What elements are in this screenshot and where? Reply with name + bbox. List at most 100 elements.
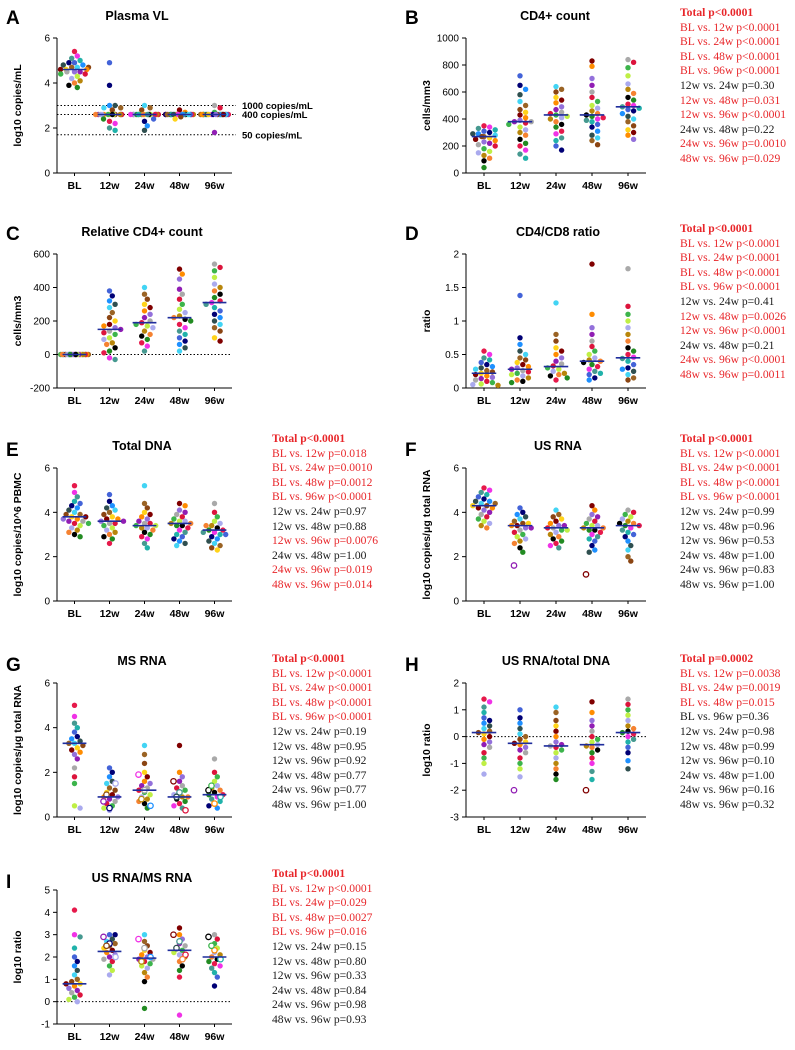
data-point xyxy=(625,750,631,756)
data-point xyxy=(553,89,559,95)
data-point xyxy=(478,375,484,382)
stat-comparison-line: BL vs. 24w p=0.0010 xyxy=(272,461,373,475)
data-point xyxy=(182,338,188,344)
data-point xyxy=(141,1005,148,1012)
data-point xyxy=(517,73,523,79)
panel-letter: C xyxy=(6,224,20,245)
data-point xyxy=(517,348,523,354)
stat-comparison-line: 12w vs. 96w p<0.0001 xyxy=(680,324,787,338)
data-point xyxy=(594,105,601,111)
data-point xyxy=(589,755,595,761)
data-point xyxy=(625,529,631,535)
x-tick-label: 12w xyxy=(100,395,121,407)
data-point xyxy=(150,116,157,122)
data-point xyxy=(625,351,631,358)
data-point xyxy=(141,500,148,507)
data-point xyxy=(558,109,565,116)
data-point xyxy=(179,291,185,297)
data-point xyxy=(484,367,490,374)
data-point xyxy=(619,366,626,372)
data-point xyxy=(112,520,118,527)
y-tick-label: 0 xyxy=(453,169,459,180)
stat-comparison-line: BL vs. 48w p=0.0027 xyxy=(272,910,373,924)
data-point xyxy=(71,531,78,538)
y-axis-label: cells/mm3 xyxy=(421,80,433,131)
x-tick-label: BL xyxy=(68,608,83,620)
data-point xyxy=(109,769,116,775)
stat-total-line: Total p<0.0001 xyxy=(272,652,346,665)
data-point xyxy=(206,958,212,965)
data-point xyxy=(622,511,628,518)
data-point xyxy=(74,505,81,511)
data-point xyxy=(71,803,78,809)
data-point xyxy=(492,500,498,507)
data-point xyxy=(211,268,218,274)
data-point xyxy=(66,518,72,524)
data-point xyxy=(520,520,526,527)
data-point xyxy=(104,516,110,522)
data-point xyxy=(101,105,107,111)
data-point xyxy=(106,335,113,341)
data-point xyxy=(211,294,218,301)
data-point xyxy=(77,522,83,529)
open-data-point xyxy=(112,780,119,787)
data-point xyxy=(517,715,523,721)
stat-comparison-line: 12w vs. 48w p=0.031 xyxy=(680,93,781,107)
data-point xyxy=(74,987,81,994)
data-point xyxy=(66,60,72,66)
data-point xyxy=(174,785,180,791)
data-point xyxy=(625,377,631,383)
data-point xyxy=(214,936,220,942)
data-point xyxy=(106,932,113,938)
data-point xyxy=(176,266,183,272)
data-point xyxy=(104,505,110,511)
x-tick-label: 24w xyxy=(135,1031,156,1043)
stat-total-line: Total p=0.0002 xyxy=(680,652,754,665)
data-point xyxy=(553,94,559,101)
data-point xyxy=(520,361,526,368)
data-point xyxy=(517,92,523,98)
data-point xyxy=(120,518,127,524)
data-point xyxy=(522,514,529,520)
stat-comparison-line: 24w vs. 96w p=0.019 xyxy=(272,563,373,577)
y-tick-label: 6 xyxy=(44,34,50,45)
data-point xyxy=(60,62,66,68)
data-point xyxy=(176,335,183,341)
data-point xyxy=(182,509,188,515)
data-point xyxy=(478,359,484,366)
stat-comparison-line: 24w vs. 96w p=0.77 xyxy=(272,783,367,797)
y-tick-label: 0 xyxy=(44,813,50,824)
data-point xyxy=(101,805,107,811)
panel-c: C Relative CD4+ count -200 0 200 400 600 cells/… xyxy=(6,224,232,407)
data-point xyxy=(589,311,595,317)
stat-comparison-line: BL vs. 12w p<0.0001 xyxy=(680,236,781,250)
data-point xyxy=(589,63,595,69)
data-point xyxy=(558,104,565,110)
data-point xyxy=(600,115,606,121)
panel-a: A Plasma VL 0 2 4 6 log10 copies/mL BL 12w 24w 48w… xyxy=(6,8,313,192)
data-point xyxy=(553,723,559,729)
data-point xyxy=(141,520,148,527)
y-tick-label: 600 xyxy=(442,88,459,99)
stat-comparison-line: 12w vs. 24w p=0.98 xyxy=(680,724,775,738)
data-point xyxy=(525,375,532,381)
data-point xyxy=(209,965,215,971)
data-point xyxy=(71,932,78,938)
data-point xyxy=(101,323,107,329)
data-point xyxy=(528,525,534,531)
x-tick-label: 24w xyxy=(546,395,567,407)
data-point xyxy=(517,355,523,361)
data-point xyxy=(112,345,118,351)
data-point xyxy=(481,696,487,702)
data-point xyxy=(481,139,487,145)
data-point xyxy=(74,494,81,500)
data-point xyxy=(486,739,493,745)
data-point xyxy=(558,516,565,522)
data-point xyxy=(522,750,529,756)
data-point xyxy=(211,261,218,267)
data-point xyxy=(223,531,229,538)
y-tick-label: 2 xyxy=(44,124,50,135)
data-point xyxy=(211,932,218,938)
data-point xyxy=(109,514,116,520)
data-point xyxy=(109,536,116,542)
